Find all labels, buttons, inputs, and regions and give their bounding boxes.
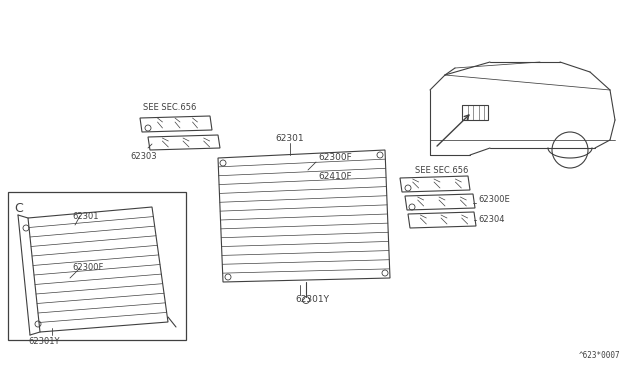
- Text: SEE SEC.656: SEE SEC.656: [143, 103, 196, 112]
- Text: 62303: 62303: [130, 152, 157, 161]
- Text: 62301Y: 62301Y: [295, 295, 329, 304]
- Bar: [8, 192, 186, 340]
- Text: 62301: 62301: [72, 212, 99, 221]
- Text: C: C: [14, 202, 23, 215]
- Text: 62304: 62304: [478, 215, 504, 224]
- Text: 62410F: 62410F: [318, 172, 351, 181]
- Text: 62300F: 62300F: [318, 153, 352, 162]
- Text: 62301Y: 62301Y: [28, 337, 60, 346]
- Text: 62301: 62301: [276, 134, 304, 143]
- Text: SEE SEC.656: SEE SEC.656: [415, 166, 468, 175]
- Text: 62300F: 62300F: [72, 263, 104, 272]
- Text: 62300E: 62300E: [478, 196, 509, 205]
- Text: ^623*0007: ^623*0007: [579, 351, 620, 360]
